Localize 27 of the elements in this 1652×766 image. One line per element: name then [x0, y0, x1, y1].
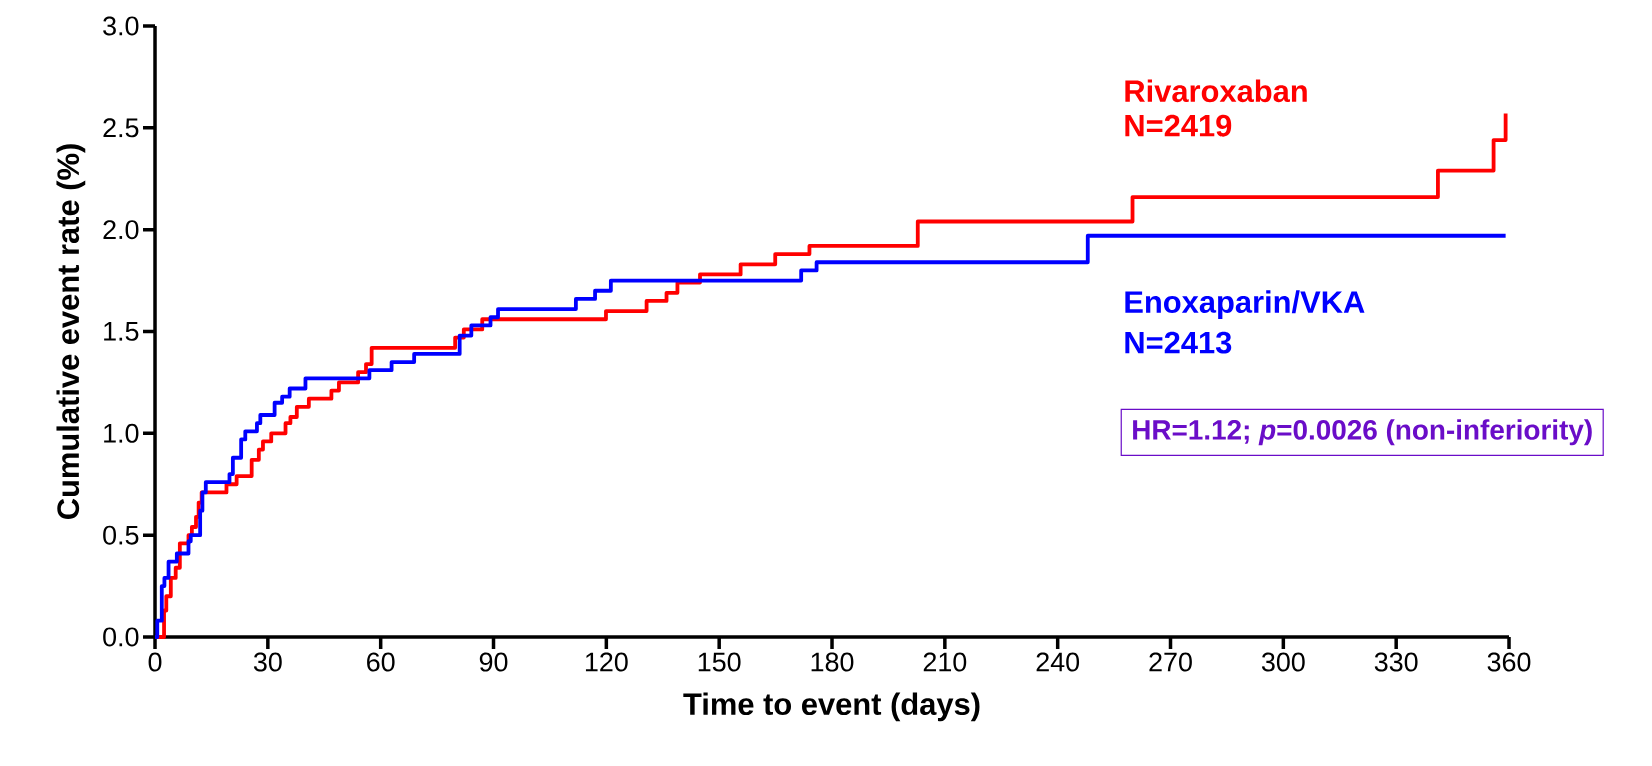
y-axis-title: Cumulative event rate (%) — [56, 144, 86, 520]
x-tick-label: 330 — [1374, 652, 1418, 672]
x-axis-title: Time to event (days) — [683, 692, 980, 722]
x-tick-label: 120 — [585, 652, 628, 672]
series-label: Enoxaparin/VKA — [1125, 290, 1365, 320]
y-tick-label: 1.0 — [104, 423, 139, 443]
annotation: N=2413 — [1125, 331, 1232, 354]
y-tick-label: 3.0 — [103, 16, 139, 36]
x-tick-label: 30 — [253, 652, 282, 672]
x-tick-label: 0 — [148, 652, 162, 672]
x-tick-label: 240 — [1036, 652, 1080, 672]
y-tick-label: 2.5 — [103, 118, 139, 138]
y-tick-label: 2.0 — [103, 220, 139, 240]
x-tick-label: 90 — [479, 652, 508, 672]
x-tick-label: 360 — [1487, 652, 1531, 672]
y-tick-label: 1.5 — [104, 322, 139, 341]
x-tick-label: 60 — [367, 652, 395, 672]
x-tick-label: 300 — [1261, 652, 1305, 672]
x-tick-label: 270 — [1149, 652, 1192, 672]
x-tick-label: 150 — [698, 652, 741, 672]
x-tick-label: 210 — [923, 652, 967, 672]
x-tick-label: 180 — [811, 652, 854, 672]
y-tick-label: 0.5 — [103, 525, 139, 545]
annotation: HR=1.12; p=0.0026 (non-inferiority) — [1133, 419, 1592, 446]
y-tick-label: 0.0 — [103, 627, 139, 647]
annotation: N=2419 — [1125, 114, 1232, 137]
text: Rivaroxaban — [1125, 79, 1307, 103]
